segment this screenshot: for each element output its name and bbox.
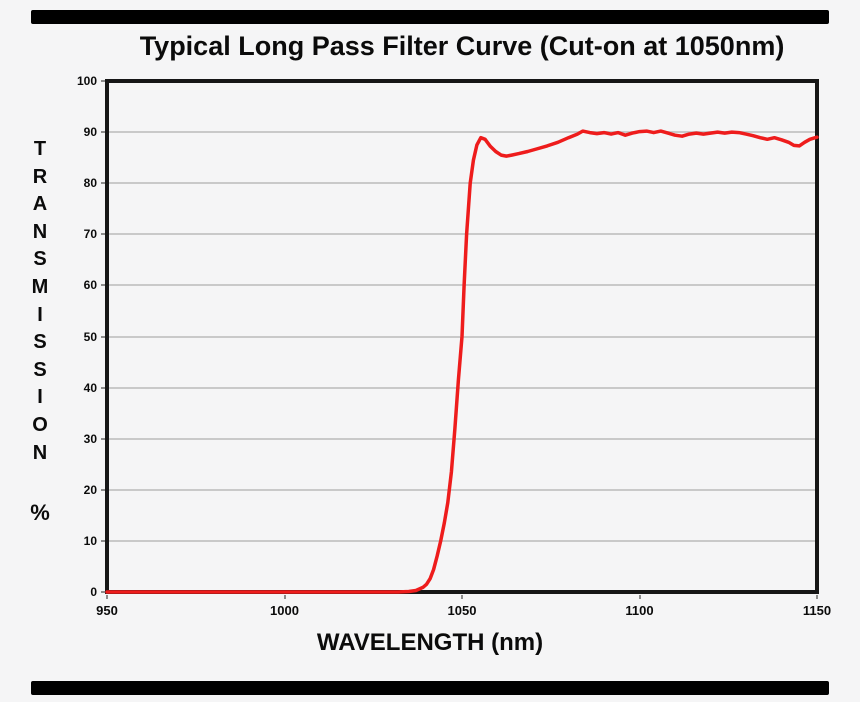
- gridline-10: [109, 539, 815, 542]
- y-tick-label-90: 90: [83, 125, 97, 140]
- x-tick-label-950: 950: [96, 603, 118, 618]
- curve-path: [105, 129, 819, 594]
- chart-title: Typical Long Pass Filter Curve (Cut-on a…: [139, 31, 785, 61]
- y-tick-mark: [101, 182, 105, 185]
- x-tick-label-1000: 1000: [270, 603, 299, 618]
- x-tick-mark: [106, 595, 108, 599]
- y-tick-mark: [101, 591, 105, 593]
- y-axis-title-letter: R: [32, 165, 48, 188]
- x-tick-mark: [461, 595, 463, 599]
- top-black-bar: [31, 10, 829, 24]
- y-axis-percent-sign: %: [30, 500, 50, 525]
- y-axis-title-letter: N: [32, 220, 48, 243]
- gridline-60: [109, 284, 815, 287]
- y-tick-label-80: 80: [83, 176, 97, 191]
- y-axis-title-letter: O: [32, 413, 48, 436]
- x-axis-title: WAVELENGTH (nm): [316, 629, 544, 656]
- plot-frame: [105, 79, 819, 594]
- y-tick-mark: [101, 437, 105, 440]
- y-axis-title-letter: I: [37, 386, 43, 409]
- x-tick-mark: [816, 595, 818, 599]
- y-tick-mark: [101, 539, 105, 542]
- gridline-90: [109, 131, 815, 134]
- gridline-30: [109, 437, 815, 440]
- y-tick-label-60: 60: [83, 278, 97, 293]
- gridline-70: [109, 233, 815, 236]
- y-tick-mark: [101, 233, 105, 236]
- y-tick-mark: [101, 80, 105, 82]
- y-axis-title-letter: N: [32, 441, 48, 464]
- gridline-40: [109, 386, 815, 389]
- y-axis-title-letter: A: [32, 193, 48, 216]
- y-axis-title-letter: S: [33, 358, 47, 381]
- x-tick-label-1050: 1050: [447, 603, 477, 618]
- y-tick-label-30: 30: [83, 431, 97, 446]
- y-tick-mark: [101, 386, 105, 389]
- y-tick-label-70: 70: [83, 227, 97, 242]
- x-tick-label-1100: 1100: [625, 603, 654, 618]
- x-tick-label-1150: 1150: [802, 603, 832, 618]
- y-tick-label-40: 40: [83, 380, 97, 395]
- y-tick-mark: [101, 488, 105, 491]
- y-tick-mark: [101, 284, 105, 287]
- y-tick-label-10: 10: [83, 533, 97, 548]
- y-tick-label-0: 0: [90, 585, 97, 599]
- y-tick-mark: [101, 335, 105, 338]
- y-tick-label-50: 50: [83, 329, 97, 344]
- y-tick-label-100: 100: [76, 74, 97, 88]
- x-tick-mark: [638, 595, 641, 599]
- gridline-20: [109, 488, 815, 491]
- gridline-80: [109, 182, 815, 185]
- y-tick-label-20: 20: [83, 482, 97, 497]
- x-tick-mark: [283, 595, 286, 599]
- y-axis-title-letter: T: [33, 138, 47, 160]
- y-axis-title-letter: M: [31, 275, 49, 298]
- y-tick-mark: [101, 131, 105, 134]
- y-axis-title-letter: S: [33, 248, 47, 271]
- bottom-black-bar: [31, 681, 829, 695]
- y-axis-title-letter: I: [37, 303, 43, 326]
- y-axis-title-letter: S: [33, 331, 47, 354]
